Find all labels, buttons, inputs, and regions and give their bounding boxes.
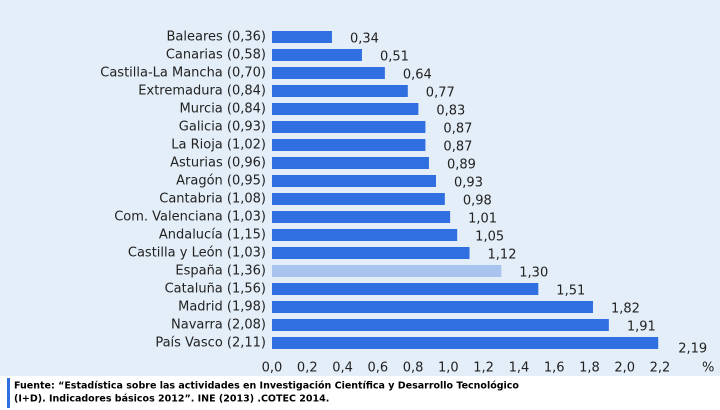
bar [272, 229, 458, 241]
bar [272, 211, 451, 223]
value-label: 2,19 [678, 342, 707, 357]
category-label: Com. Valenciana (1,03) [114, 210, 266, 225]
bar [272, 193, 445, 205]
category-label: Cantabria (1,08) [159, 192, 266, 207]
bar [272, 31, 332, 43]
value-label: 1,82 [611, 302, 640, 317]
x-tick-label: 0,0 [262, 361, 283, 376]
value-label: 1,01 [468, 212, 497, 227]
x-tick-label: 0,4 [332, 361, 353, 376]
bar [272, 67, 385, 79]
value-label: 0,87 [443, 140, 472, 155]
x-tick-label: 1,8 [579, 361, 600, 376]
value-label: 1,51 [556, 284, 585, 299]
x-tick-label: 0,2 [297, 361, 318, 376]
category-label: Baleares (0,36) [166, 30, 266, 45]
x-tick-label: 2,0 [614, 361, 635, 376]
value-label: 0,64 [403, 68, 432, 83]
x-tick-label: 1,2 [473, 361, 494, 376]
category-label: Castilla-La Mancha (0,70) [100, 66, 266, 81]
bar [272, 157, 429, 169]
value-label: 0,83 [436, 104, 465, 119]
bar [272, 283, 539, 295]
x-tick-label: 1,0 [438, 361, 459, 376]
category-label: Extremadura (0,84) [138, 84, 266, 99]
x-tick-label: 0,6 [367, 361, 388, 376]
category-label: La Rioja (1,02) [171, 138, 266, 153]
category-label: Castilla y León (1,03) [128, 246, 266, 261]
value-label: 1,12 [488, 248, 517, 263]
bar [272, 175, 437, 187]
value-label: 0,98 [463, 194, 492, 209]
bar [272, 301, 593, 313]
bar [272, 139, 426, 151]
category-label: Madrid (1,98) [178, 300, 266, 315]
bar [272, 337, 659, 349]
value-label: 0,93 [454, 176, 483, 191]
x-tick-label: 2,2 [650, 361, 671, 376]
bar [272, 103, 419, 115]
category-label: Aragón (0,95) [176, 174, 266, 189]
category-label: España (1,36) [175, 264, 266, 279]
source: (I+D). Indicadores básicos 2012”. INE (2… [14, 394, 329, 405]
value-label: 0,34 [350, 32, 379, 47]
bar [272, 319, 609, 331]
value-label: 0,77 [426, 86, 455, 101]
value-label: 0,87 [443, 122, 472, 137]
category-label: Canarias (0,58) [166, 48, 266, 63]
category-label: Murcia (0,84) [180, 102, 266, 117]
value-label: 1,05 [475, 230, 504, 245]
axis-label: % [702, 361, 714, 376]
bar [272, 247, 470, 259]
source: Fuente: “Estadística sobre las actividad… [14, 381, 519, 392]
category-label: Andalucía (1,15) [159, 228, 266, 243]
bar [272, 121, 426, 133]
category-label: Galicia (0,93) [179, 120, 266, 135]
bar [272, 85, 408, 97]
x-tick-label: 1,4 [509, 361, 530, 376]
value-label: 1,30 [519, 266, 548, 281]
x-tick-label: 0,8 [403, 361, 424, 376]
value-label: 0,89 [447, 158, 476, 173]
category-label: País Vasco (2,11) [155, 336, 266, 351]
background [0, 0, 720, 376]
x-tick-label: 1,6 [544, 361, 565, 376]
bar [272, 265, 502, 277]
category-label: Cataluña (1,56) [165, 282, 266, 297]
footer-background [0, 376, 720, 410]
footer-accent [7, 378, 10, 408]
bar [272, 49, 362, 61]
category-label: Asturias (0,96) [170, 156, 266, 171]
category-label: Navarra (2,08) [171, 318, 266, 333]
value-label: 0,51 [380, 50, 409, 65]
value-label: 1,91 [627, 320, 656, 335]
